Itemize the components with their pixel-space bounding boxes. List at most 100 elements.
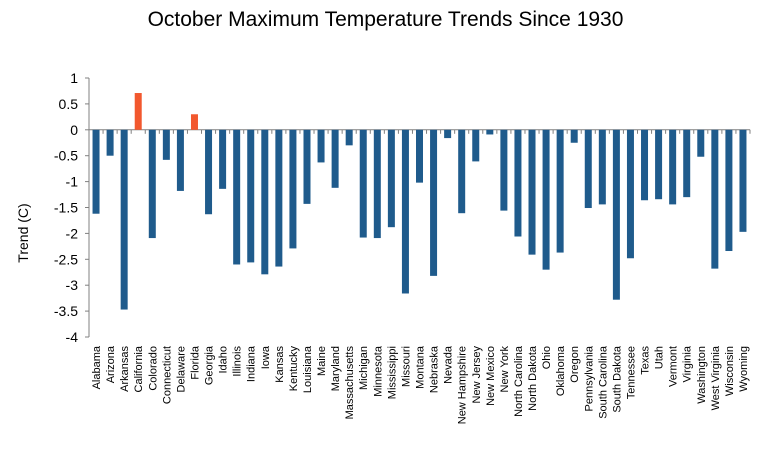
bar [233, 129, 241, 265]
x-category-label: New York [499, 346, 511, 393]
y-tick-label: -0.5 [54, 148, 78, 164]
bar [542, 129, 550, 270]
bar [134, 93, 142, 130]
y-tick-label: -1 [66, 174, 79, 190]
bar [190, 114, 198, 130]
bar [641, 129, 649, 201]
x-category-label: Tennessee [625, 346, 637, 399]
bar [430, 129, 438, 276]
bar [387, 129, 395, 228]
x-category-label: Kansas [274, 346, 286, 383]
bar [711, 129, 719, 269]
bar [683, 129, 691, 198]
x-category-label: Kentucky [288, 346, 300, 392]
bar [514, 129, 522, 237]
bar [106, 129, 114, 156]
x-category-label: Pennsylvania [583, 345, 595, 411]
y-tick-label: 0.5 [59, 96, 79, 112]
x-category-label: Idaho [218, 346, 230, 374]
x-category-label: Colorado [147, 346, 159, 391]
y-tick-label: 0 [70, 122, 78, 138]
y-tick-label: -2.5 [54, 251, 78, 267]
bar [584, 129, 592, 209]
x-category-label: West Virginia [710, 345, 722, 410]
bar [528, 129, 536, 255]
x-category-label: Virginia [682, 345, 694, 382]
x-category-label: South Carolina [597, 345, 609, 419]
bar [444, 129, 452, 139]
bar [556, 129, 564, 253]
x-category-label: Arkansas [119, 346, 131, 392]
bar [148, 129, 156, 239]
y-tick-label: -3.5 [54, 303, 78, 319]
bar [92, 129, 100, 214]
bar [247, 129, 255, 263]
bar [331, 129, 339, 188]
x-category-label: Alabama [91, 345, 103, 389]
bar [570, 129, 578, 143]
x-category-label: Nebraska [429, 345, 441, 393]
bar [500, 129, 508, 211]
x-axis-category-labels: Alabama Arizona Arkansas California Colorado… [91, 345, 750, 424]
x-category-label: New Jersey [471, 346, 483, 404]
bar [373, 129, 381, 239]
bar [416, 129, 423, 183]
x-category-label: Ohio [541, 346, 553, 369]
x-category-label: Connecticut [161, 346, 173, 404]
bar [472, 129, 480, 162]
x-category-label: Montana [415, 345, 427, 389]
x-category-label: Mississippi [386, 346, 398, 399]
bar [486, 129, 494, 135]
x-category-label: Iowa [260, 345, 272, 369]
x-category-label: Nevada [443, 345, 455, 384]
x-category-label: Massachusetts [344, 346, 356, 420]
y-tick-label: -2 [66, 225, 79, 241]
x-category-label: North Dakota [527, 345, 539, 411]
bars [92, 93, 747, 310]
y-axis-label: Trend (C) [15, 203, 31, 262]
y-tick-label: -3 [66, 277, 79, 293]
bar [458, 129, 466, 214]
bar [289, 129, 297, 249]
x-category-label: Vermont [668, 346, 680, 387]
x-category-label: Utah [654, 346, 666, 369]
x-category-label: Indiana [246, 345, 258, 382]
bar [725, 129, 733, 252]
bar [275, 129, 283, 267]
bar [359, 129, 367, 238]
x-category-label: Maine [316, 346, 328, 376]
axes [88, 78, 751, 337]
y-tick-label: -1.5 [54, 200, 78, 216]
bar [176, 129, 184, 191]
bar [401, 129, 409, 294]
bar [317, 129, 325, 163]
bar [739, 129, 747, 232]
x-category-label: Delaware [175, 346, 187, 392]
chart-title: October Maximum Temperature Trends Since… [147, 8, 624, 31]
bar [219, 129, 227, 189]
x-category-label: California [133, 345, 145, 392]
bar [626, 129, 634, 259]
x-category-label: Oregon [569, 346, 581, 383]
x-category-label: Oklahoma [555, 345, 567, 396]
x-category-label: New Hampshire [457, 346, 469, 424]
x-category-label: Missouri [400, 346, 412, 387]
x-category-label: New Mexico [485, 346, 497, 406]
bar [120, 129, 128, 310]
bar [345, 129, 353, 146]
bar [162, 129, 170, 160]
y-tick-label: -4 [66, 329, 79, 345]
x-category-label: Maryland [330, 346, 342, 391]
x-category-label: Texas [640, 346, 652, 375]
bar [697, 129, 705, 157]
bar [205, 129, 213, 215]
x-category-label: Wisconsin [724, 346, 736, 396]
bar [612, 129, 620, 300]
bar [261, 129, 269, 275]
bar [598, 129, 606, 205]
x-category-label: Washington [696, 346, 708, 404]
x-category-label: Georgia [204, 345, 216, 385]
x-category-label: Louisiana [302, 345, 314, 393]
x-category-label: North Carolina [513, 345, 525, 417]
